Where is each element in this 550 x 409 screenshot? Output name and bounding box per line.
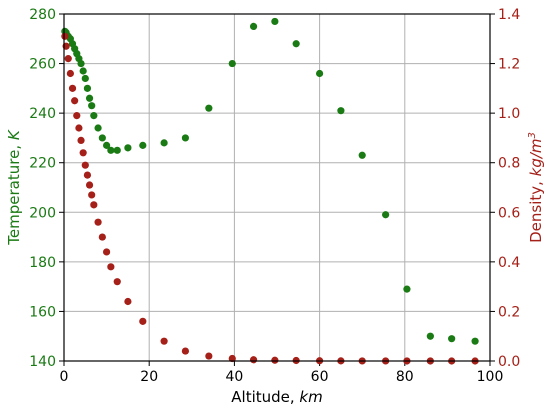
y-right-axis-ticks: 0.0 0.2 0.4 0.6 0.8 1.0 1.2 1.4 bbox=[490, 7, 520, 370]
y-right-axis-label-text: Density, bbox=[527, 176, 545, 243]
x-axis-label: Altitude, km bbox=[231, 388, 322, 406]
y-right-tick-label: 0.0 bbox=[498, 354, 520, 370]
density-point bbox=[113, 278, 121, 286]
y-right-tick-label: 1.2 bbox=[498, 57, 520, 73]
y-left-tick-label: 200 bbox=[29, 205, 56, 221]
grid bbox=[63, 13, 491, 362]
density-point bbox=[81, 161, 89, 169]
temperature-point bbox=[90, 112, 98, 120]
temperature-point bbox=[426, 332, 434, 340]
x-axis-ticks: 0 20 40 60 80 100 bbox=[60, 361, 504, 385]
temperature-point bbox=[85, 94, 94, 102]
y-right-tick-label: 1.4 bbox=[498, 7, 520, 23]
temperature-point bbox=[403, 285, 411, 293]
density-point bbox=[228, 354, 236, 363]
density-point bbox=[160, 337, 168, 345]
y-right-axis-label: Density, kg/m3 bbox=[527, 132, 545, 243]
y-right-axis-label-exponent: 3 bbox=[527, 132, 538, 138]
temperature-point bbox=[205, 104, 213, 112]
data-points bbox=[61, 17, 479, 365]
temperature-point bbox=[337, 107, 345, 115]
x-tick-label: 60 bbox=[311, 369, 329, 385]
temperature-point bbox=[83, 84, 92, 92]
density-point bbox=[75, 124, 83, 132]
density-point bbox=[205, 352, 213, 360]
density-point bbox=[64, 55, 72, 63]
temperature-point bbox=[382, 211, 390, 219]
y-left-tick-label: 220 bbox=[29, 156, 56, 172]
y-right-axis-label-unit: kg/m bbox=[527, 138, 545, 176]
density-point bbox=[66, 69, 74, 78]
density-point bbox=[68, 84, 77, 92]
y-left-tick-label: 240 bbox=[29, 106, 56, 122]
density-point bbox=[61, 32, 69, 40]
temperature-point bbox=[124, 144, 132, 152]
temperature-point bbox=[139, 141, 147, 149]
x-tick-label: 0 bbox=[60, 369, 69, 385]
y-left-axis-label-unit: K bbox=[5, 129, 23, 140]
y-right-tick-label: 0.2 bbox=[498, 304, 520, 320]
temperature-point bbox=[103, 141, 111, 149]
density-point bbox=[103, 248, 111, 256]
plot-frame bbox=[63, 13, 491, 362]
density-point bbox=[249, 356, 258, 364]
y-left-axis-label-text: Temperature, bbox=[5, 140, 23, 246]
temperature-point bbox=[249, 22, 258, 30]
temperature-point bbox=[292, 40, 300, 48]
density-point bbox=[107, 263, 115, 271]
temperature-point bbox=[316, 69, 324, 78]
density-point bbox=[88, 191, 96, 199]
y-left-tick-label: 260 bbox=[29, 57, 56, 73]
x-tick-label: 80 bbox=[396, 369, 414, 385]
density-point bbox=[94, 218, 102, 226]
temperature-point bbox=[79, 67, 87, 75]
density-point bbox=[79, 149, 87, 157]
x-tick-label: 40 bbox=[225, 369, 243, 385]
y-left-tick-label: 140 bbox=[29, 354, 56, 370]
temperature-point bbox=[81, 74, 89, 83]
density-point bbox=[98, 233, 106, 241]
temperature-point bbox=[160, 139, 168, 147]
x-tick-label: 100 bbox=[477, 369, 504, 385]
temperature-point bbox=[271, 17, 279, 26]
density-point bbox=[271, 356, 279, 364]
density-point bbox=[124, 297, 132, 306]
y-right-tick-label: 1.0 bbox=[498, 106, 520, 122]
temperature-point bbox=[88, 102, 96, 110]
density-point bbox=[71, 97, 79, 105]
y-left-axis-label: Temperature, K bbox=[5, 129, 23, 246]
density-point bbox=[139, 317, 147, 325]
y-left-tick-label: 180 bbox=[29, 255, 56, 271]
temperature-point bbox=[94, 124, 102, 132]
density-point bbox=[77, 136, 85, 145]
y-right-tick-label: 0.6 bbox=[498, 205, 520, 221]
temperature-point bbox=[77, 59, 85, 68]
x-tick-label: 20 bbox=[140, 369, 158, 385]
y-left-tick-label: 160 bbox=[29, 304, 56, 320]
temperature-point bbox=[107, 146, 115, 154]
temperature-point bbox=[228, 59, 236, 68]
density-point bbox=[83, 171, 92, 179]
temperature-point bbox=[113, 146, 121, 154]
y-left-tick-label: 280 bbox=[29, 7, 56, 23]
temperature-point bbox=[471, 337, 479, 345]
density-point bbox=[85, 181, 94, 189]
temperature-point bbox=[358, 151, 366, 159]
x-axis-label-unit: km bbox=[299, 388, 322, 406]
density-point bbox=[181, 347, 190, 355]
density-point bbox=[90, 201, 98, 209]
temperature-point bbox=[181, 134, 190, 142]
temperature-point bbox=[448, 335, 456, 343]
density-point bbox=[73, 112, 81, 120]
y-right-tick-label: 0.8 bbox=[498, 156, 520, 172]
y-right-tick-label: 0.4 bbox=[498, 255, 520, 271]
y-left-axis-ticks: 140 160 180 200 220 240 260 280 bbox=[29, 7, 64, 370]
temperature-point bbox=[98, 134, 106, 142]
x-axis-label-text: Altitude, bbox=[231, 388, 299, 406]
